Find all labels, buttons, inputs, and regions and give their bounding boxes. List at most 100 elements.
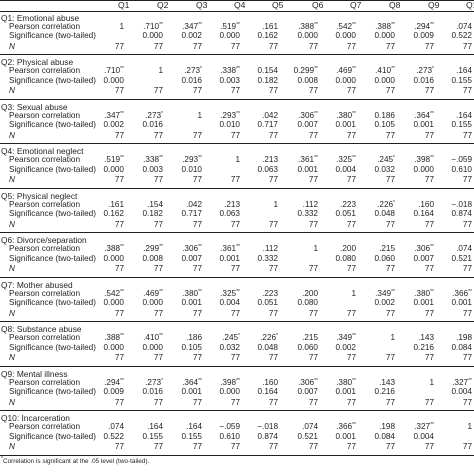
n-label: N: [9, 86, 15, 95]
table-cell: 0.002: [335, 342, 357, 352]
table-cell: .347**: [104, 110, 124, 120]
variable-label: Q4: Emotional neglect: [1, 146, 84, 156]
table-cell: .327**: [452, 377, 472, 387]
table-cell: 77: [424, 219, 434, 229]
table-cell: 0.610: [219, 431, 241, 441]
table-cell: 77: [192, 175, 202, 184]
table-cell: .519**: [220, 21, 240, 31]
table-cell: 77: [114, 442, 124, 451]
table-cell: 77: [268, 397, 278, 407]
table-cell: 77: [462, 175, 472, 184]
table-cell: .293**: [182, 155, 202, 164]
column-header-q9: Q9: [428, 0, 440, 10]
significance-label: Significance (two-tailed): [9, 298, 96, 307]
table-cell: 77: [385, 264, 395, 273]
table-cell: 0.000: [103, 164, 125, 174]
table-cell: 77: [424, 397, 434, 407]
table-cell: 77: [230, 353, 240, 362]
table-cell: 77: [153, 41, 163, 51]
table-cell: 77: [268, 442, 278, 451]
table-cell: 0.874: [257, 431, 279, 441]
pearson-label: Pearson correlation: [9, 333, 80, 342]
table-cell: 77: [153, 175, 163, 184]
table-cell: 0.007: [297, 387, 319, 396]
group-rule: [0, 365, 474, 367]
table-cell: 77: [385, 130, 395, 140]
table-cell: 1: [119, 21, 124, 31]
table-cell: 77: [308, 219, 318, 229]
table-cell: 77: [462, 219, 472, 229]
table-cell: 0.063: [257, 164, 279, 174]
table-cell: 77: [230, 442, 240, 451]
table-cell: .361**: [298, 155, 318, 164]
table-cell: 0.000: [374, 75, 396, 85]
table-cell: 0.004: [219, 298, 241, 307]
pearson-label: Pearson correlation: [9, 288, 80, 298]
table-cell: 0.522: [103, 431, 125, 441]
column-header-q2: Q2: [157, 0, 169, 10]
table-cell: .226*: [260, 333, 278, 342]
table-cell: 0.060: [374, 253, 396, 263]
table-cell: 77: [462, 86, 472, 95]
table-cell: .215: [302, 333, 318, 342]
table-cell: −.059: [219, 422, 240, 431]
variable-label: Q5: Physical neglect: [1, 190, 78, 201]
table-cell: .410**: [375, 66, 395, 75]
table-cell: 0.007: [297, 120, 319, 129]
table-cell: .366**: [452, 288, 472, 298]
table-cell: 0.610: [451, 164, 473, 174]
table-cell: 1: [158, 66, 163, 75]
table-cell: .469**: [336, 66, 356, 75]
table-cell: 0.000: [103, 342, 125, 352]
pearson-label: Pearson correlation: [9, 377, 80, 387]
table-cell: 1: [313, 244, 318, 253]
column-header-q6: Q6: [312, 0, 324, 10]
table-cell: 0.003: [219, 75, 241, 85]
table-cell: 77: [268, 264, 278, 273]
table-cell: 77: [385, 397, 395, 407]
table-cell: 0.048: [257, 342, 279, 352]
significance-label: Significance (two-tailed): [9, 120, 96, 129]
table-cell: 0.155: [142, 431, 164, 441]
table-cell: 1: [273, 199, 278, 209]
table-cell: 1: [235, 155, 240, 164]
table-cell: 77: [192, 442, 202, 451]
table-cell: 77: [153, 264, 163, 273]
table-cell: −.018: [257, 422, 278, 431]
table-cell: 77: [230, 130, 240, 140]
table-cell: 0.001: [335, 387, 357, 396]
table-cell: 0.162: [257, 31, 279, 40]
table-cell: 0.001: [335, 120, 357, 129]
table-cell: 0.000: [103, 253, 125, 263]
table-cell: .074: [108, 422, 124, 431]
table-cell: .160: [418, 199, 434, 209]
group-rule: [0, 143, 474, 144]
table-cell: 77: [268, 308, 278, 318]
table-cell: .349**: [336, 333, 356, 342]
table-cell: .164: [147, 422, 163, 431]
significance-label: Significance (two-tailed): [9, 164, 96, 174]
table-cell: 77: [114, 264, 124, 273]
table-cell: .338**: [143, 155, 163, 164]
group-rule: [0, 276, 474, 278]
table-cell: .223: [262, 288, 278, 298]
significance-label: Significance (two-tailed): [9, 75, 96, 85]
table-cell: 0.002: [374, 298, 396, 307]
table-cell: 77: [346, 175, 356, 184]
table-cell: 0.332: [297, 209, 319, 218]
table-cell: .306**: [298, 377, 318, 387]
table-cell: .160: [262, 377, 278, 387]
table-cell: 0.084: [451, 342, 473, 352]
table-cell: .519**: [104, 155, 124, 164]
table-cell: 0.000: [142, 298, 164, 307]
table-cell: 77: [308, 86, 318, 95]
variable-label: Q8: Substance abuse: [1, 324, 82, 334]
table-cell: 77: [192, 41, 202, 51]
table-cell: 0.004: [451, 387, 473, 396]
table-cell: 0.521: [297, 431, 319, 441]
table-cell: 77: [346, 219, 356, 229]
significance-label: Significance (two-tailed): [9, 431, 96, 441]
table-cell: .710**: [143, 21, 163, 31]
table-cell: .542**: [336, 21, 356, 31]
table-cell: 77: [346, 308, 356, 318]
